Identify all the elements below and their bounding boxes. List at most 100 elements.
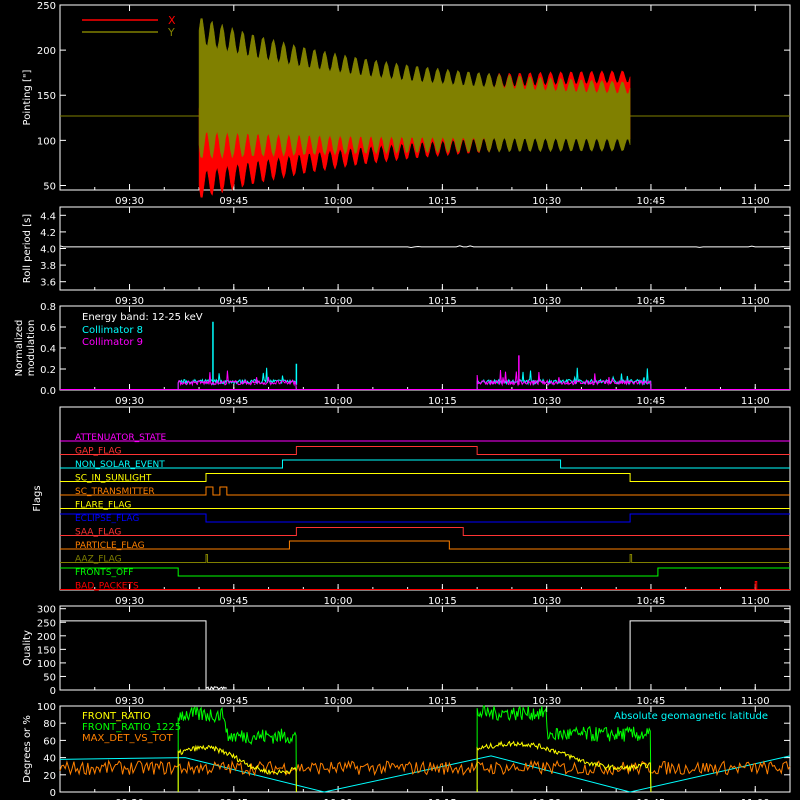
roll-xtick-label: 10:45 [637,296,666,307]
modulation-panel: 09:30 09:45 10:00 10:15 10:30 10:45 11:00 0.0 0.… [14,302,791,407]
modulation-annotation: Energy band: 12-25 keV [82,312,203,323]
roll-panel: 09:30 09:45 10:00 10:15 10:30 10:45 11:00 3.6 3.… [22,206,791,307]
flags-xtick-label: 10:45 [637,596,666,607]
flags-xtick-label: 09:45 [219,596,248,607]
modulation-xtick-label: 10:00 [324,396,353,407]
quality-ytick-label: 300 [37,605,56,616]
pointing-panel: 09:30 09:45 10:00 10:15 10:30 10:45 11:00 50 100… [22,1,791,207]
flag-label-eclipse_flag: ECLIPSE_FLAG [75,514,139,524]
flag-line-aaz_flag [60,554,790,563]
roll-ytick-label: 4.4 [40,211,56,222]
flag-line-sc_in_sunlight [60,473,790,482]
roll-xtick-label: 10:30 [532,296,561,307]
ratios-xtick-label: 09:30 [115,798,144,800]
ratios-xtick-label: 10:30 [532,798,561,800]
roll-ytick-label: 4.2 [40,228,56,239]
plots-group: 09:30 09:45 10:00 10:15 10:30 10:45 11:00 50 100… [14,1,791,800]
modulation-xtick-label: 10:30 [532,396,561,407]
modulation-ytick-label: 0.4 [40,344,56,355]
ratios-xtick-label: 10:45 [637,798,666,800]
quality-noise [205,685,228,691]
ratios-legend-label: FRONT_RATIO_1225 [82,722,181,733]
flag-label-sc_in_sunlight: SC_IN_SUNLIGHT [75,474,152,484]
pointing-ytick-label: 50 [43,181,56,192]
ratios-series-front_ratio_1225 [476,705,652,793]
pointing-ytick-label: 100 [37,136,56,147]
flag-label-flare_flag: FLARE_FLAG [75,501,131,511]
modulation-legend-label: Collimator 8 [82,325,143,336]
roll-xtick-label: 10:00 [324,296,353,307]
roll-xtick-label: 11:00 [741,296,770,307]
modulation-xtick-label: 10:45 [637,396,666,407]
quality-xtick-label: 11:00 [741,696,770,707]
roll-xtick-label: 09:45 [219,296,248,307]
ratios-legend-label: FRONT_RATIO [82,711,151,722]
quality-ylabel: Quality [22,630,33,666]
quality-ytick-label: 200 [37,632,56,643]
quality-xtick-label: 09:30 [115,696,144,707]
flags-xtick-label: 10:15 [428,596,457,607]
modulation-legend-label: Collimator 9 [82,337,143,348]
roll-xtick-label: 10:15 [428,296,457,307]
flags-panel: 09:30 09:45 10:00 10:15 10:30 10:45 11:00 Flags… [32,406,791,607]
quality-xtick-label: 10:30 [532,696,561,707]
pointing-ytick-label: 250 [37,1,56,12]
flags-xtick-label: 10:30 [532,596,561,607]
ratios-ytick-label: 20 [43,771,56,782]
flag-line-particle_flag [60,540,790,550]
pointing-legend-label: Y [167,26,175,39]
modulation-xtick-label: 09:45 [219,396,248,407]
flag-label-particle_flag: PARTICLE_FLAG [75,541,145,551]
ratios-annotation: Absolute geomagnetic latitude [614,711,768,722]
flag-line-eclipse_flag [60,513,790,523]
flag-label-bad_packets: BAD_PACKETS [75,582,139,592]
ratios-ylabel: Degrees or % [22,715,33,783]
ratios-ytick-label: 40 [43,754,56,765]
modulation-ytick-label: 0.6 [40,323,56,334]
modulation-ylabel-line1: Normalized [14,320,25,377]
roll-xtick-label: 09:30 [115,296,144,307]
pointing-ytick-label: 150 [37,91,56,102]
flag-label-non_solar_event: NON_SOLAR_EVENT [75,460,165,470]
ratios-xtick-label: 09:45 [219,798,248,800]
modulation-xtick-label: 09:30 [115,396,144,407]
ratios-legend-label: MAX_DET_VS_TOT [82,733,174,744]
ratios-ytick-label: 60 [43,736,56,747]
quality-xtick-label: 10:15 [428,696,457,707]
roll-ylabel: Roll period [s] [22,214,33,283]
flag-label-attenuator_state: ATTENUATOR_STATE [75,433,167,443]
modulation-ytick-label: 0.2 [40,365,56,376]
flags-xtick-label: 11:00 [741,596,770,607]
pointing-xtick-label: 09:45 [219,196,248,207]
flag-line-saa_flag [60,527,790,536]
modulation-xtick-label: 10:15 [428,396,457,407]
modulation-xtick-label: 11:00 [741,396,770,407]
pointing-xtick-label: 09:30 [115,196,144,207]
quality-ytick-label: 50 [43,672,56,683]
ratios-ytick-label: 0 [50,788,56,799]
roll-series [59,245,790,248]
flag-line-bad_packets [60,581,790,590]
modulation-ytick-label: 0.0 [40,386,56,397]
pointing-ytick-label: 200 [37,46,56,57]
quality-ytick-label: 250 [37,618,56,629]
modulation-series-1 [177,370,297,391]
pointing-xtick-label: 11:00 [741,196,770,207]
flags-xtick-label: 10:00 [324,596,353,607]
pointing-series-y [198,18,631,160]
flags-ylabel: Flags [32,485,43,511]
flag-label-aaz_flag: AAZ_FLAG [75,555,122,565]
modulation-ylabel-line2: modulation [26,320,37,377]
roll-ytick-label: 3.6 [40,278,56,289]
quality-ytick-label: 150 [37,645,56,656]
ratios-xtick-label: 11:00 [741,798,770,800]
flag-line-gap_flag [60,446,790,455]
ratios-series-front_ratio [177,744,297,793]
flag-line-fronts_off [60,567,790,577]
ratios-ytick-label: 80 [43,719,56,730]
pointing-legend-label: X [168,14,176,27]
modulation-ytick-label: 0.8 [40,302,56,313]
pointing-xtick-label: 10:00 [324,196,353,207]
flag-label-gap_flag: GAP_FLAG [75,447,121,457]
roll-ytick-label: 4.0 [40,245,56,256]
